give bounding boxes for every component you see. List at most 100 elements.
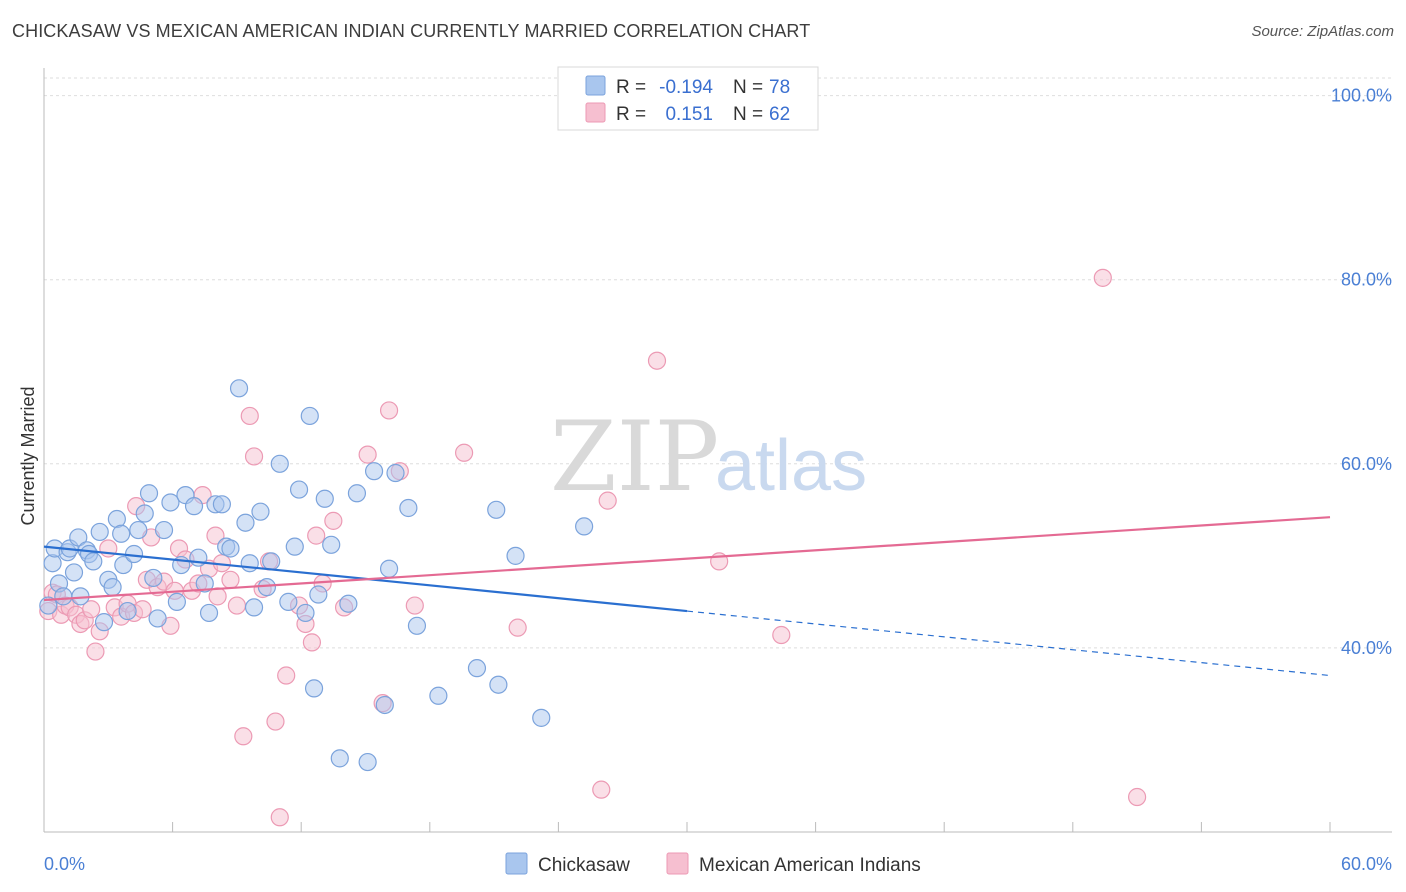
- chickasaw-point: [407, 616, 427, 635]
- mexican-american-indians-point: [598, 491, 617, 510]
- series-chickasaw-points: [39, 379, 594, 772]
- chickasaw-point: [487, 500, 506, 519]
- mexican-american-indians-point: [772, 625, 791, 645]
- chickasaw-point: [90, 522, 109, 542]
- watermark-zip: ZIP: [550, 401, 719, 513]
- bottom-legend-label-mexican-american-indians: Mexican American Indians: [699, 855, 921, 876]
- chickasaw-point: [379, 559, 399, 578]
- mexican-american-indians-point: [234, 727, 253, 746]
- chickasaw-point: [148, 609, 167, 628]
- mexican-american-indians-point: [405, 596, 424, 615]
- legend-r-label-2: R =: [616, 104, 646, 125]
- mexican-american-indians-point: [277, 666, 296, 685]
- chickasaw-point: [240, 554, 259, 573]
- watermark-atlas: atlas: [715, 426, 867, 506]
- chickasaw-point: [304, 679, 324, 698]
- chickasaw-point: [236, 513, 255, 532]
- series-legend: Chickasaw Mexican American Indians: [505, 852, 921, 876]
- chickasaw-point: [118, 601, 137, 621]
- chickasaw-point: [364, 462, 384, 481]
- chickasaw-point: [184, 497, 204, 516]
- mexican-american-indians-point: [208, 587, 227, 606]
- chickasaw-point: [279, 592, 298, 611]
- y-tick-label: 40.0%: [1341, 638, 1392, 658]
- series-mexican-american-indians-points: [39, 268, 1147, 827]
- chickasaw-point: [300, 406, 319, 426]
- chickasaw-point: [296, 603, 315, 623]
- chickasaw-point: [114, 555, 133, 575]
- chickasaw-point: [135, 504, 154, 523]
- chickasaw-point: [161, 493, 180, 512]
- chickasaw-point: [69, 528, 88, 547]
- chickasaw-point: [532, 708, 551, 727]
- x-tick-label-min: 0.0%: [44, 854, 85, 874]
- watermark: ZIP atlas: [550, 401, 867, 513]
- trendlines: [43, 516, 1331, 677]
- chickasaw-point: [270, 454, 289, 473]
- x-tick-label-max: 60.0%: [1341, 854, 1392, 874]
- mexican-american-indians-point: [454, 443, 474, 462]
- chickasaw-point: [139, 484, 159, 503]
- chickasaw-point: [285, 537, 304, 556]
- legend-r-value-2: 0.151: [665, 104, 713, 125]
- mexican-american-indians-point: [266, 712, 285, 731]
- y-tick-labels: 40.0% 60.0% 80.0% 100.0%: [1331, 86, 1392, 658]
- legend-r-value-1: -0.194: [659, 77, 713, 98]
- bottom-legend-swatch-chickasaw: [505, 852, 528, 875]
- mexican-american-indians-point: [592, 780, 611, 799]
- chickasaw-point: [289, 480, 309, 499]
- chickasaw-point: [330, 749, 349, 768]
- y-axis-label: Currently Married: [18, 386, 38, 525]
- chickasaw-point: [94, 613, 114, 632]
- legend-swatch-chickasaw: [585, 75, 606, 96]
- chickasaw-point: [64, 563, 84, 582]
- legend-n-label-1: N =: [733, 77, 763, 98]
- mexican-american-indians-point: [379, 401, 399, 420]
- chickasaw-point: [506, 546, 525, 565]
- mexican-american-indians-point: [302, 633, 322, 652]
- chickasaw-point: [386, 463, 405, 483]
- chickasaw-trendline-extension: [686, 610, 1331, 677]
- mexican-american-indians-point: [86, 642, 105, 661]
- chickasaw-point: [489, 675, 508, 694]
- chickasaw-point: [322, 535, 341, 554]
- legend-swatch-mexican-american-indians: [585, 102, 606, 123]
- chickasaw-point: [129, 520, 148, 540]
- chickasaw-point: [167, 592, 186, 611]
- chickasaw-point: [195, 574, 214, 593]
- mexican-american-indians-point: [82, 600, 101, 619]
- mexican-american-indians-point: [358, 445, 377, 464]
- mexican-american-indians-point: [206, 526, 225, 545]
- mexican-american-indians-trendline: [43, 516, 1331, 602]
- chickasaw-point: [575, 517, 594, 536]
- y-tick-label: 60.0%: [1341, 454, 1392, 474]
- chart-title: CHICKASAW VS MEXICAN AMERICAN INDIAN CUR…: [12, 21, 811, 41]
- mexican-american-indians-point: [1127, 787, 1147, 807]
- bottom-legend-swatch-mexican-american-indians: [666, 852, 689, 875]
- bottom-legend-label-chickasaw: Chickasaw: [538, 855, 630, 876]
- legend-n-value-2: 62: [769, 104, 790, 125]
- chickasaw-point: [221, 539, 240, 558]
- chickasaw-point: [429, 686, 448, 705]
- mexican-american-indians-point: [647, 351, 667, 370]
- chickasaw-point: [54, 587, 73, 606]
- chickasaw-point: [84, 552, 103, 571]
- chickasaw-point: [229, 379, 249, 398]
- chickasaw-point: [103, 578, 122, 597]
- chickasaw-point: [199, 603, 219, 623]
- legend-r-label-1: R =: [616, 77, 646, 98]
- chickasaw-point: [358, 752, 377, 772]
- chickasaw-point: [375, 695, 394, 715]
- chickasaw-point: [339, 594, 358, 613]
- mexican-american-indians-point: [221, 570, 240, 589]
- legend-n-label-2: N =: [733, 104, 763, 125]
- chickasaw-point: [144, 568, 163, 588]
- mexican-american-indians-point: [324, 511, 343, 530]
- x-tick-marks: [172, 822, 1331, 832]
- chickasaw-point: [39, 596, 58, 615]
- chickasaw-point: [315, 489, 334, 508]
- mexican-american-indians-point: [508, 618, 527, 637]
- mexican-american-indians-point: [244, 447, 264, 466]
- chickasaw-point: [112, 524, 131, 543]
